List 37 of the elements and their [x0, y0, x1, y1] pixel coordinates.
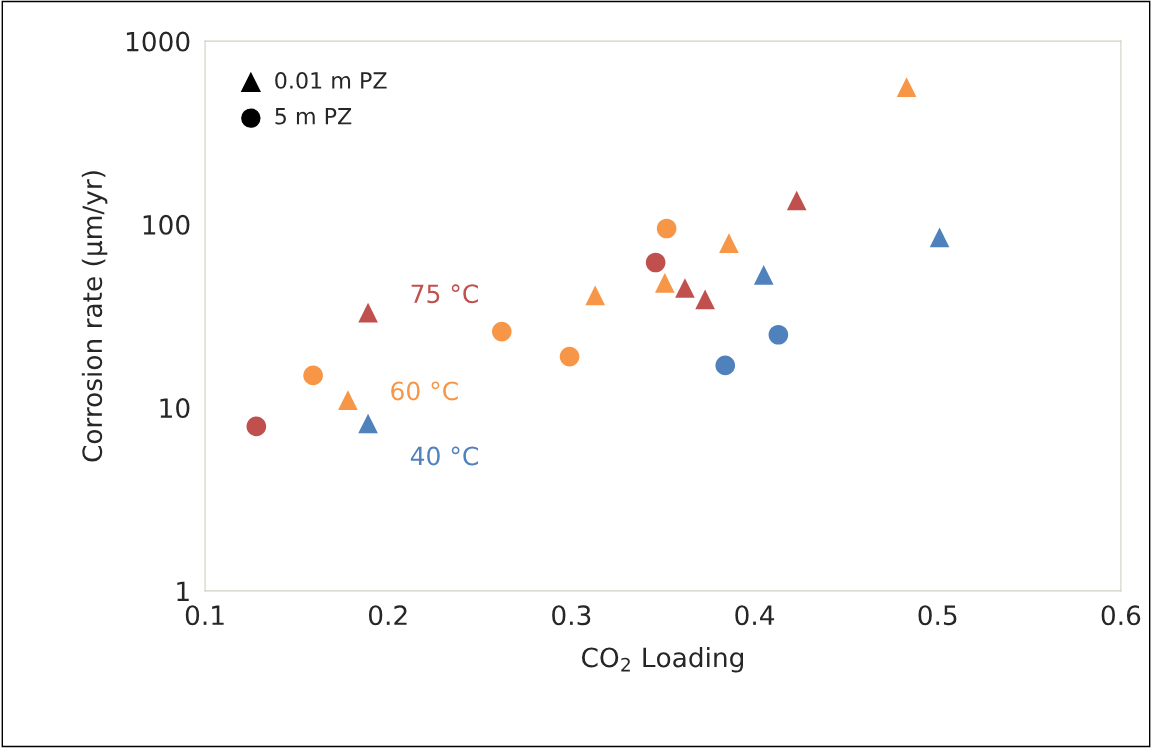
point: [929, 227, 950, 248]
x-tick-label: 0.3: [552, 605, 591, 626]
point: [491, 321, 512, 342]
y-tick-label: 1000: [126, 31, 190, 52]
point: [768, 324, 789, 345]
annotation: 5 m PZ: [275, 108, 352, 125]
series-label: 40 °C: [410, 446, 478, 466]
x-tick-label: 0.1: [185, 605, 224, 626]
annotation: 0.01 m PZ: [275, 72, 387, 89]
series-label: 75 °C: [411, 284, 478, 304]
point: [338, 390, 358, 410]
y-tick-label: 1: [177, 581, 189, 601]
point: [303, 365, 323, 386]
y-axis-title: Corrosion rate (µm/yr): [81, 171, 108, 462]
y-tick-label: 10: [160, 398, 190, 419]
x-tick-label: 0.2: [368, 605, 407, 626]
x-tick-label: 0.6: [1101, 605, 1141, 626]
point: [896, 77, 917, 97]
point: [719, 233, 739, 253]
x-tick-label: 0.5: [918, 605, 957, 626]
point: [246, 416, 267, 437]
y-tick-label: 100: [143, 214, 190, 235]
x-tick-label: 0.4: [735, 605, 775, 626]
point: [656, 218, 677, 239]
point: [358, 413, 378, 434]
point: [358, 302, 378, 323]
point: [715, 355, 736, 376]
point: [695, 289, 715, 310]
point: [675, 278, 695, 298]
series-label: 60 °C: [391, 381, 458, 401]
point: [559, 346, 580, 367]
point: [654, 272, 675, 293]
point: [753, 265, 774, 285]
point: [786, 190, 807, 211]
point: [645, 252, 666, 273]
point: [585, 285, 606, 306]
x-axis-title: CO$_{2}$ Loading: [581, 647, 743, 673]
